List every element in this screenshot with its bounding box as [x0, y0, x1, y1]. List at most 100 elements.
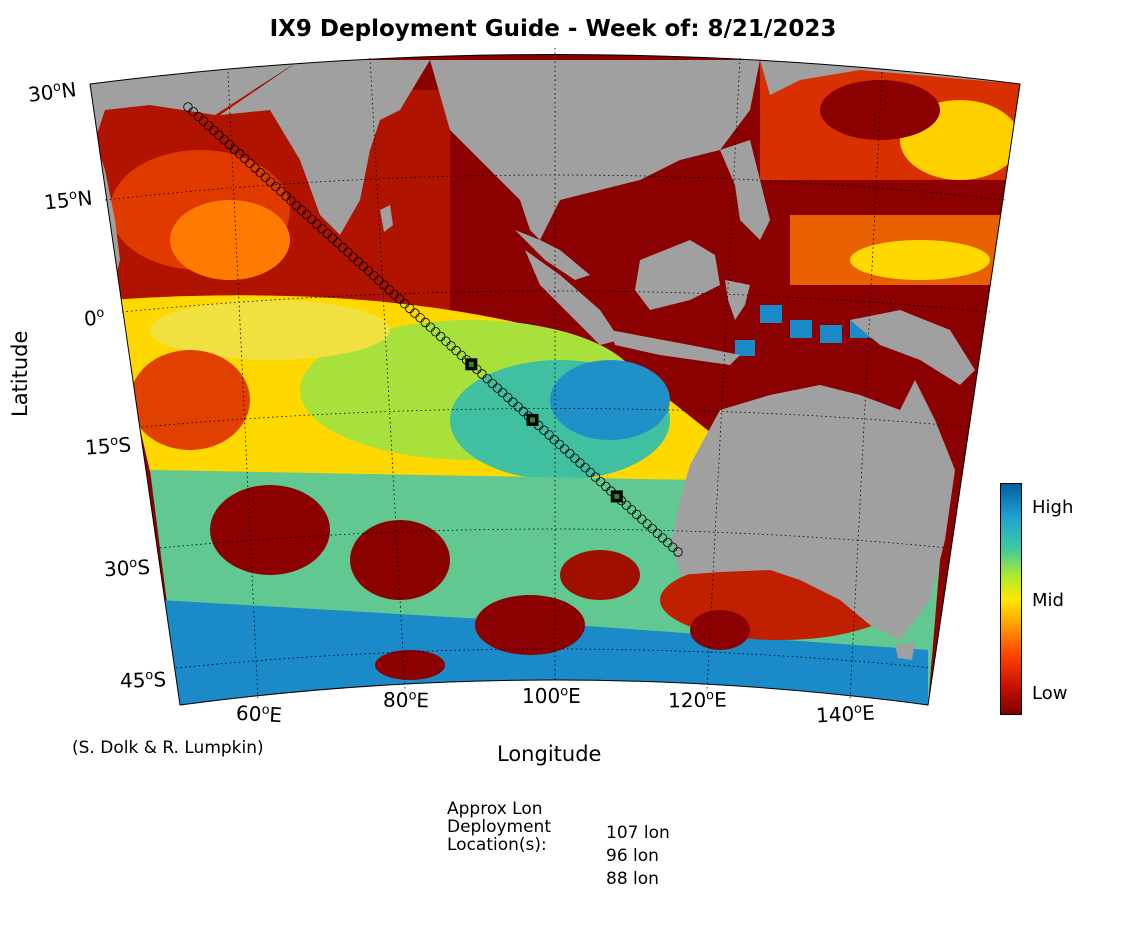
track-point [647, 523, 657, 534]
track-point [353, 256, 363, 267]
track-point [271, 181, 281, 192]
land-newguinea [850, 310, 975, 385]
track-point [209, 125, 219, 136]
indo-blue-patch [820, 325, 842, 343]
track-point [245, 158, 255, 168]
ix9-track [183, 102, 683, 557]
track-point [626, 505, 637, 515]
track-point [301, 209, 312, 220]
deployment-heading-line2: Deployment [447, 817, 551, 837]
deployment-marker-center [530, 417, 535, 423]
colorbar [1000, 483, 1022, 715]
track-point [570, 453, 580, 464]
track-point [343, 247, 353, 257]
track-point [446, 341, 456, 351]
land-asia [430, 60, 760, 240]
heat-blob [820, 80, 940, 140]
track-point [632, 509, 642, 520]
deployment-location: 96 lon [606, 846, 659, 866]
colorbar-mid-label: Mid [1032, 590, 1064, 611]
track-point [307, 214, 317, 225]
track-point [663, 537, 673, 548]
track-point [265, 177, 276, 187]
low-blob [560, 550, 640, 600]
track-point [379, 280, 389, 290]
track-point [224, 139, 235, 150]
deployment-location: 88 lon [606, 869, 659, 889]
colorbar-low-label: Low [1032, 683, 1068, 704]
track-point [281, 191, 291, 201]
track-point [441, 336, 451, 346]
track-point [183, 102, 193, 112]
low-blob [690, 610, 750, 650]
track-point [420, 317, 431, 328]
graticule [104, 48, 1006, 701]
indo-blue-patch [735, 340, 755, 356]
track-point [477, 369, 487, 379]
indo-blue-patch [790, 320, 812, 338]
track-point [399, 299, 410, 309]
track-point [539, 425, 549, 435]
track-point [549, 434, 559, 445]
land-malay [515, 230, 590, 280]
track-point [585, 467, 596, 478]
low-blob [210, 485, 330, 575]
lon-label-80e: 80oE [382, 687, 430, 713]
land-sumatra [525, 250, 620, 345]
colorbar-high-label: High [1032, 497, 1074, 518]
track-point [657, 533, 668, 543]
y-axis-title: Latitude [8, 330, 32, 417]
land-sulawesi [725, 280, 750, 320]
map-frame [89, 54, 1021, 706]
lon-label-120e: 120oE [667, 687, 728, 713]
track-point [384, 285, 394, 295]
lon-label-100e: 100oE [522, 684, 581, 708]
track-point [389, 289, 400, 300]
deployment-heading-line1: Approx Lon [447, 799, 543, 819]
credit-text: (S. Dolk & R. Lumpkin) [72, 738, 264, 758]
deployment-heading-line3: Location(s): [447, 835, 547, 855]
land-arabia [90, 60, 300, 140]
low-blob [475, 595, 585, 655]
track-point [312, 219, 322, 229]
track-point [322, 228, 333, 239]
track-point [508, 397, 518, 407]
deployment-locations: 107 lon 96 lon 88 lon [606, 822, 670, 891]
track-point [348, 252, 358, 262]
track-point [338, 242, 348, 253]
track-point [214, 130, 224, 140]
track-point [595, 477, 606, 487]
lat-label-30s: 30oS [103, 554, 151, 582]
lon-label-60e: 60oE [235, 700, 283, 728]
track-point [559, 444, 570, 454]
track-point [219, 135, 229, 145]
land-india [220, 60, 430, 235]
track-point [513, 402, 523, 412]
track-point [410, 308, 420, 318]
track-point [580, 463, 590, 473]
map-field [90, 54, 1020, 705]
lat-label-45s: 45oS [119, 667, 167, 693]
track-point [255, 167, 265, 178]
track-point [286, 195, 296, 206]
track-point [415, 313, 425, 323]
track-point [668, 542, 678, 553]
deployment-marker-center [468, 361, 474, 367]
heat-blob [850, 240, 990, 280]
track-point [451, 345, 461, 356]
track-point [405, 303, 415, 314]
mid-field [150, 300, 390, 360]
heat-blob [130, 350, 250, 450]
track-point [369, 270, 379, 281]
low-blob [350, 520, 450, 600]
track-point [503, 392, 513, 403]
track-point [374, 275, 384, 286]
track-point [497, 388, 508, 398]
track-point [518, 406, 529, 417]
deployment-marker-center [614, 493, 620, 499]
track-point [250, 163, 260, 173]
land-philippines [720, 140, 770, 240]
track-point [544, 430, 554, 440]
track-point [203, 120, 214, 131]
